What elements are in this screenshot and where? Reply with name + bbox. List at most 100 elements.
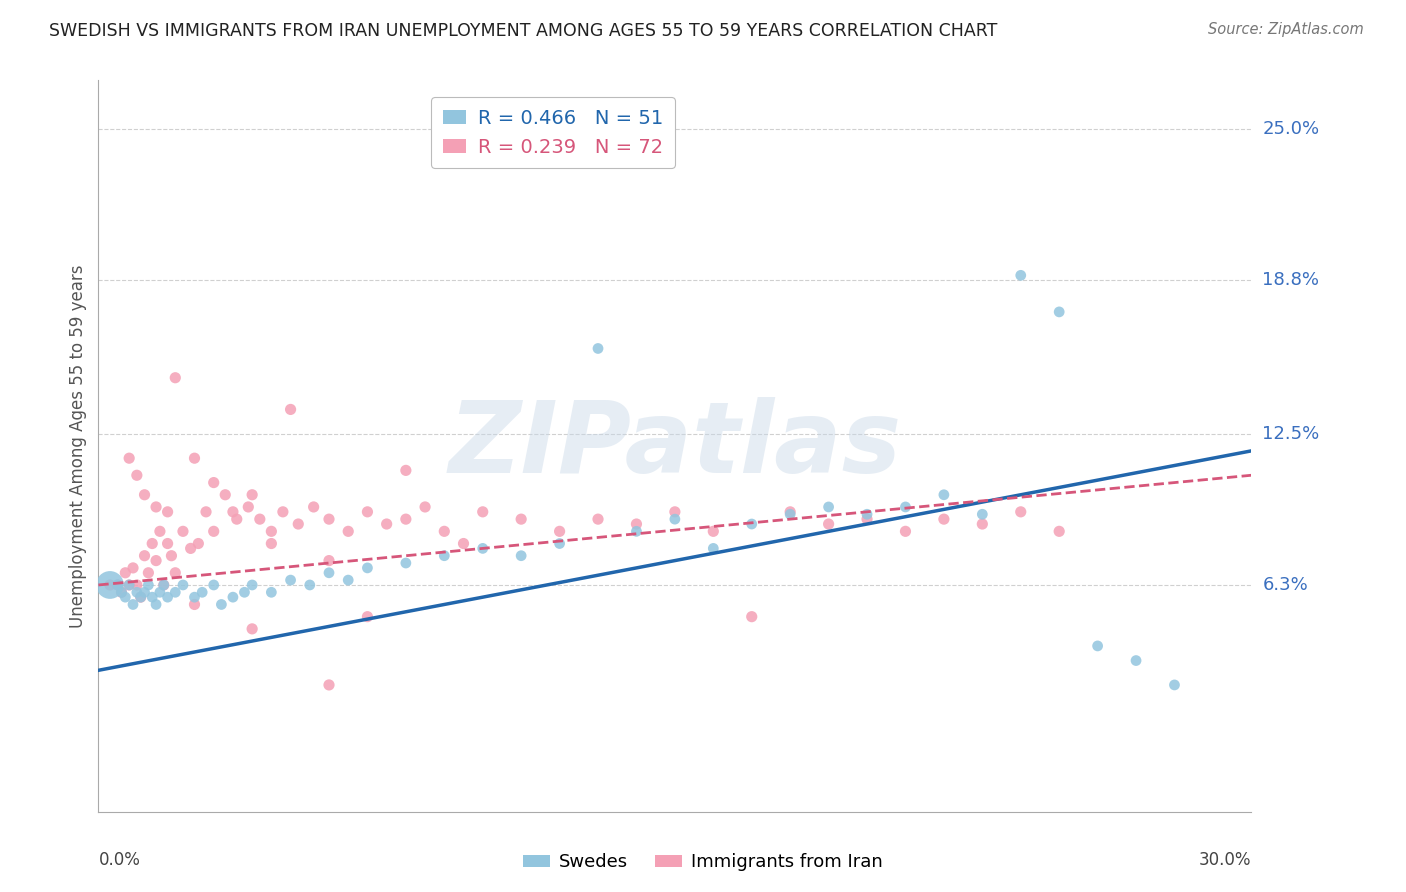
- Point: [395, 512, 418, 526]
- Point: [453, 536, 475, 550]
- Point: [932, 488, 955, 502]
- Point: [114, 590, 136, 604]
- Point: [145, 598, 167, 612]
- Point: [172, 524, 194, 539]
- Point: [260, 524, 283, 539]
- Point: [337, 573, 360, 587]
- Point: [471, 541, 494, 556]
- Point: [894, 524, 917, 539]
- Point: [702, 541, 724, 556]
- Point: [1047, 305, 1070, 319]
- Point: [318, 553, 340, 567]
- Point: [318, 566, 340, 580]
- Point: [1047, 524, 1070, 539]
- Point: [118, 578, 141, 592]
- Point: [1125, 654, 1147, 668]
- Point: [433, 549, 456, 563]
- Point: [702, 524, 724, 539]
- Point: [122, 598, 145, 612]
- Point: [817, 516, 839, 531]
- Point: [125, 585, 148, 599]
- Point: [156, 590, 179, 604]
- Point: [129, 590, 152, 604]
- Point: [375, 516, 398, 531]
- Point: [134, 488, 156, 502]
- Point: [318, 678, 340, 692]
- Point: [214, 488, 236, 502]
- Point: [664, 512, 686, 526]
- Point: [356, 505, 378, 519]
- Point: [510, 549, 533, 563]
- Text: 18.8%: 18.8%: [1263, 271, 1319, 289]
- Point: [932, 512, 955, 526]
- Point: [260, 536, 283, 550]
- Point: [134, 585, 156, 599]
- Point: [586, 512, 609, 526]
- Point: [209, 598, 232, 612]
- Point: [856, 512, 879, 526]
- Point: [165, 566, 187, 580]
- Text: 25.0%: 25.0%: [1263, 120, 1320, 138]
- Point: [202, 475, 225, 490]
- Point: [779, 508, 801, 522]
- Point: [510, 512, 533, 526]
- Point: [240, 622, 263, 636]
- Point: [271, 505, 294, 519]
- Point: [626, 516, 648, 531]
- Point: [110, 585, 132, 599]
- Legend: R = 0.466   N = 51, R = 0.239   N = 72: R = 0.466 N = 51, R = 0.239 N = 72: [432, 97, 675, 169]
- Point: [280, 573, 302, 587]
- Text: SWEDISH VS IMMIGRANTS FROM IRAN UNEMPLOYMENT AMONG AGES 55 TO 59 YEARS CORRELATI: SWEDISH VS IMMIGRANTS FROM IRAN UNEMPLOY…: [49, 22, 998, 40]
- Text: 6.3%: 6.3%: [1263, 576, 1308, 594]
- Point: [138, 578, 160, 592]
- Point: [972, 516, 994, 531]
- Point: [356, 561, 378, 575]
- Point: [187, 536, 209, 550]
- Point: [114, 566, 136, 580]
- Point: [240, 578, 263, 592]
- Text: ZIPatlas: ZIPatlas: [449, 398, 901, 494]
- Point: [741, 516, 763, 531]
- Point: [225, 512, 247, 526]
- Point: [183, 590, 205, 604]
- Point: [138, 566, 160, 580]
- Point: [287, 516, 309, 531]
- Point: [894, 500, 917, 514]
- Point: [98, 578, 121, 592]
- Point: [1087, 639, 1109, 653]
- Point: [165, 585, 187, 599]
- Point: [318, 512, 340, 526]
- Point: [356, 609, 378, 624]
- Point: [741, 609, 763, 624]
- Point: [249, 512, 271, 526]
- Point: [471, 505, 494, 519]
- Point: [856, 508, 879, 522]
- Point: [180, 541, 202, 556]
- Point: [548, 536, 571, 550]
- Point: [413, 500, 436, 514]
- Point: [125, 578, 148, 592]
- Point: [107, 578, 129, 592]
- Point: [298, 578, 321, 592]
- Point: [779, 505, 801, 519]
- Point: [152, 578, 174, 592]
- Point: [202, 578, 225, 592]
- Point: [191, 585, 214, 599]
- Point: [817, 500, 839, 514]
- Point: [626, 524, 648, 539]
- Text: 30.0%: 30.0%: [1199, 851, 1251, 869]
- Point: [260, 585, 283, 599]
- Point: [152, 578, 174, 592]
- Point: [664, 505, 686, 519]
- Point: [1163, 678, 1185, 692]
- Text: 12.5%: 12.5%: [1263, 425, 1320, 442]
- Point: [98, 578, 121, 592]
- Y-axis label: Unemployment Among Ages 55 to 59 years: Unemployment Among Ages 55 to 59 years: [69, 264, 87, 628]
- Point: [233, 585, 256, 599]
- Legend: Swedes, Immigrants from Iran: Swedes, Immigrants from Iran: [516, 847, 890, 879]
- Point: [395, 463, 418, 477]
- Point: [172, 578, 194, 592]
- Point: [134, 549, 156, 563]
- Point: [548, 524, 571, 539]
- Point: [337, 524, 360, 539]
